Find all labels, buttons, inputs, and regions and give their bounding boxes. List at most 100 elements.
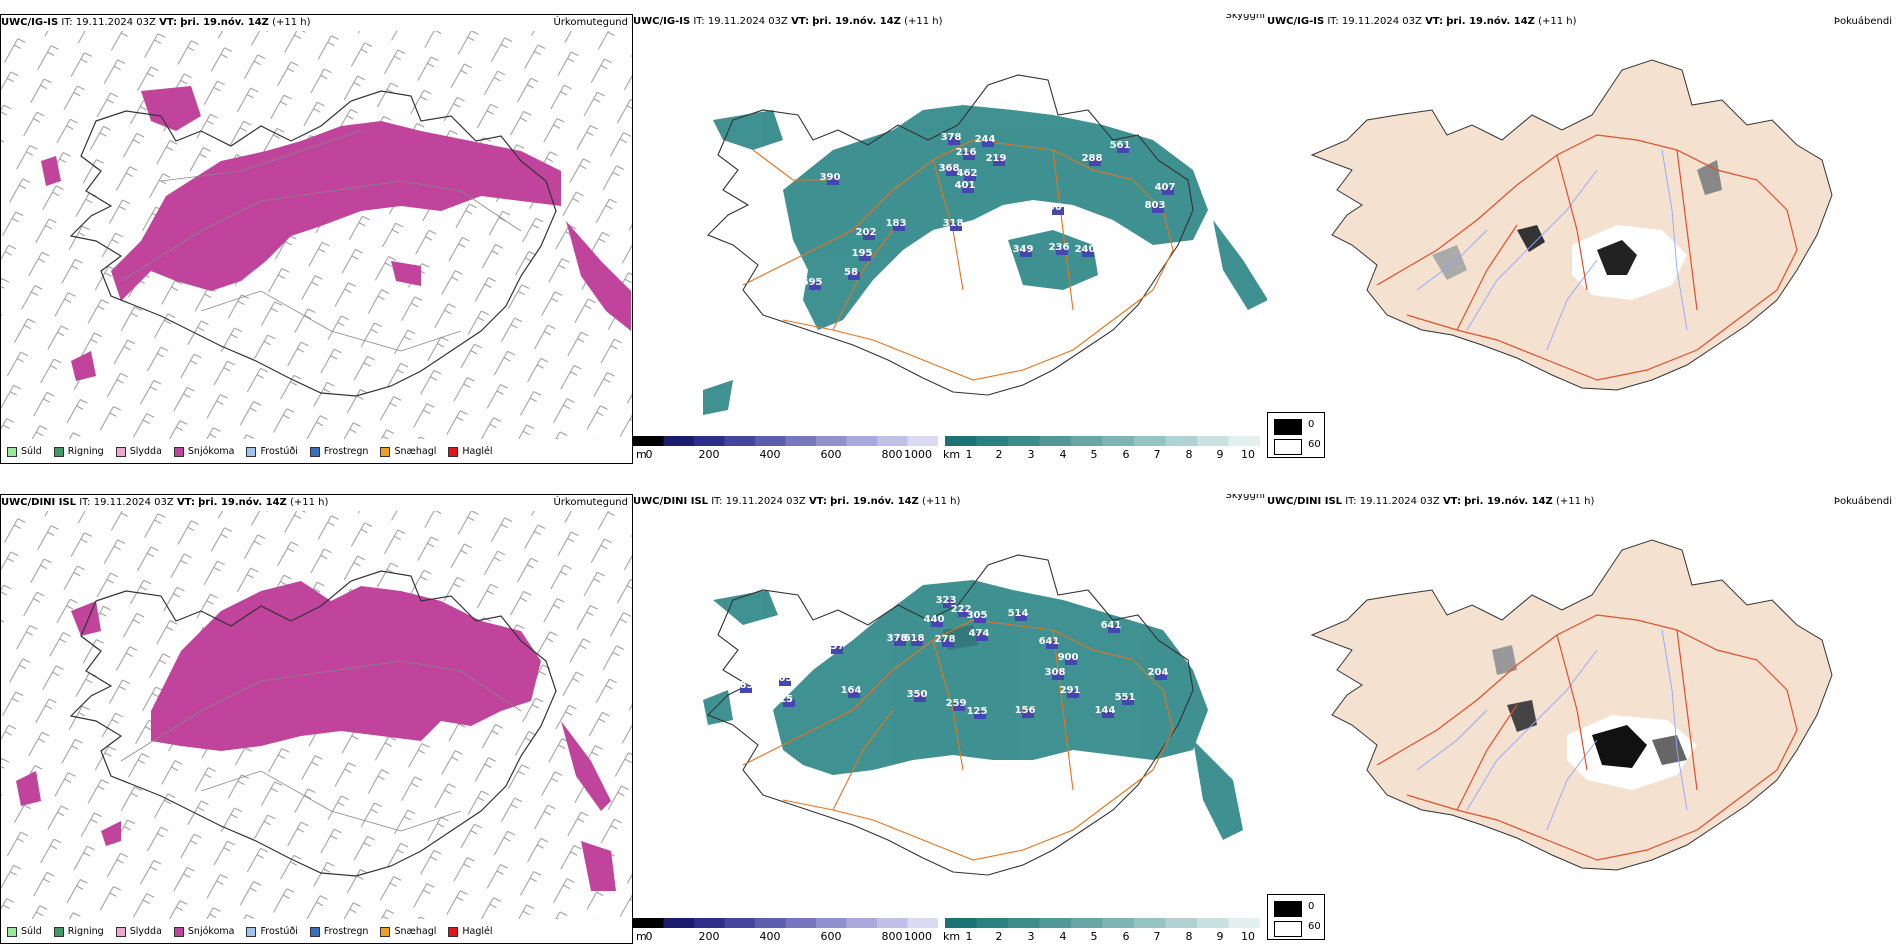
snow-depth-label: 462 (957, 168, 978, 179)
vt-label: VT: (808, 496, 827, 507)
fog-shading (1432, 160, 1722, 300)
legend-label: Rigning (67, 446, 104, 457)
snow-depth-label: 278 (935, 634, 956, 645)
legend-swatch (173, 926, 184, 937)
snowdepth-ticks: m 0 200 400 600 800 1000 (633, 448, 938, 462)
visibility-ticks: km 1 2 3 4 5 6 7 8 9 10 (943, 930, 1260, 944)
legend-swatch (380, 446, 391, 457)
snow-patch (1155, 672, 1167, 680)
snow-depth-label: 585 (733, 680, 754, 691)
visibility-tick: 8 (1185, 448, 1193, 461)
panel-title: Úrkomutegund (553, 497, 628, 508)
it-value: 19.11.2024 03Z (93, 497, 174, 508)
panel-title: Þokuábendi (1833, 16, 1892, 27)
it-value: 19.11.2024 03Z (707, 16, 788, 27)
precip-panel-row1: UWC/IG-IS IT: 19.11.2024 03Z VT: þri. 19… (0, 14, 633, 464)
legend-swatch (246, 446, 257, 457)
fog-swatch-0 (1274, 419, 1302, 435)
snow-patch (974, 615, 986, 623)
vt-value: þri. 19.nóv. 14Z (830, 496, 919, 507)
snow-depth-label: 144 (1095, 705, 1116, 716)
snow-patch (962, 185, 974, 193)
snow-depth-label: 323 (936, 595, 957, 606)
it-label: IT: (711, 496, 723, 507)
vt-label: VT: (176, 497, 195, 508)
vt-label: VT: (1442, 496, 1461, 507)
rivers (1416, 149, 1688, 351)
iceland-land (1310, 539, 1833, 871)
it-label: IT: (79, 497, 91, 508)
snow-patch (831, 646, 843, 654)
snow-depth-label: 15 (779, 694, 793, 705)
snow-patch (1102, 710, 1114, 718)
snow-depth-label: 259 (946, 698, 967, 709)
model-name: UWC/IG-IS (1, 17, 59, 28)
snowdepth-tick: 600 (820, 448, 842, 461)
visibility-tick: 10 (1241, 448, 1255, 461)
fog-tick: 60 (1308, 439, 1321, 450)
legend-swatch (53, 446, 64, 457)
snowdepth-tick: 0 (645, 930, 653, 943)
model-name: UWC/IG-IS (633, 16, 691, 27)
precip-legend: Súld Rigning Slydda Snjókoma Frostúði Fr… (7, 926, 493, 937)
snow-patch (1152, 205, 1164, 213)
visibility-colorbar (945, 918, 1260, 928)
snow-patch (976, 633, 988, 641)
iceland-outline (707, 554, 1194, 876)
legend-label: Snjókoma (187, 926, 235, 937)
model-name: UWC/DINI ISL (1267, 496, 1343, 507)
snow-depth-label: 595 (802, 277, 823, 288)
legend-label: Súld (21, 446, 42, 457)
legend-swatch (7, 446, 17, 457)
snow-depth-label: 305 (967, 610, 988, 621)
panel-header: UWC/IG-IS IT: 19.11.2024 03Z VT: þri. 19… (1267, 14, 1900, 30)
snowdepth-colorbar (633, 918, 938, 928)
snow-patch (1082, 249, 1094, 257)
snow-patch (911, 638, 923, 646)
legend-item: Rigning (53, 926, 104, 937)
fog-panel-row1: UWC/IG-IS IT: 19.11.2024 03Z VT: þri. 19… (1267, 14, 1900, 464)
fog-shading (1492, 645, 1697, 790)
low-visibility-areas (703, 580, 1243, 840)
visibility-tick: 6 (1122, 448, 1130, 461)
visibility-panel-row1: UWC/IG-IS IT: 19.11.2024 03Z VT: þri. 19… (633, 14, 1267, 464)
snow-depth-label: 237 (824, 641, 845, 652)
legend-swatch (173, 446, 184, 457)
snow-patch (942, 639, 954, 647)
legend-label: Haglél (462, 926, 493, 937)
snow-depth-label: 474 (969, 628, 990, 639)
panel-header: UWC/IG-IS IT: 19.11.2024 03Z VT: þri. 19… (1, 15, 632, 31)
snow-patch (964, 173, 976, 181)
snowdepth-tick: 800 (881, 930, 903, 943)
fog-legend: 0 60 (1267, 894, 1325, 940)
snow-depth-label: 291 (1060, 685, 1081, 696)
snow-depth-label: 58 (844, 267, 858, 278)
legend-item: Súld (7, 446, 42, 457)
snow-patch (1015, 613, 1027, 621)
visibility-unit: km (943, 448, 961, 461)
panel-title: Úrkomutegund (553, 17, 628, 28)
vt-value: þri. 19.nóv. 14Z (198, 497, 287, 508)
legend-item: Snæhagl (380, 926, 436, 937)
legend-swatch (115, 926, 126, 937)
snow-patch (974, 711, 986, 719)
visibility-tick: 7 (1153, 448, 1161, 461)
snow-patch (931, 619, 943, 627)
snow-patch (1056, 247, 1068, 255)
snow-depth-label: 514 (1008, 608, 1029, 619)
snow-patch (848, 272, 860, 280)
legend-item: Snjókoma (173, 446, 234, 457)
lead-time: (+11 h) (1555, 496, 1595, 507)
snow-patch (953, 703, 965, 711)
legend-swatch (448, 446, 459, 457)
road-network (1376, 134, 1798, 381)
visibility-tick: 2 (995, 930, 1003, 943)
legend-label: Frostúði (260, 926, 298, 937)
snow-patch (1046, 641, 1058, 649)
panel-title: Skyggni (1225, 494, 1265, 501)
legend-swatch (448, 926, 459, 937)
snow-depth-label: 378 (887, 633, 908, 644)
legend-swatch (53, 926, 64, 937)
legend-label: Rigning (67, 926, 104, 937)
